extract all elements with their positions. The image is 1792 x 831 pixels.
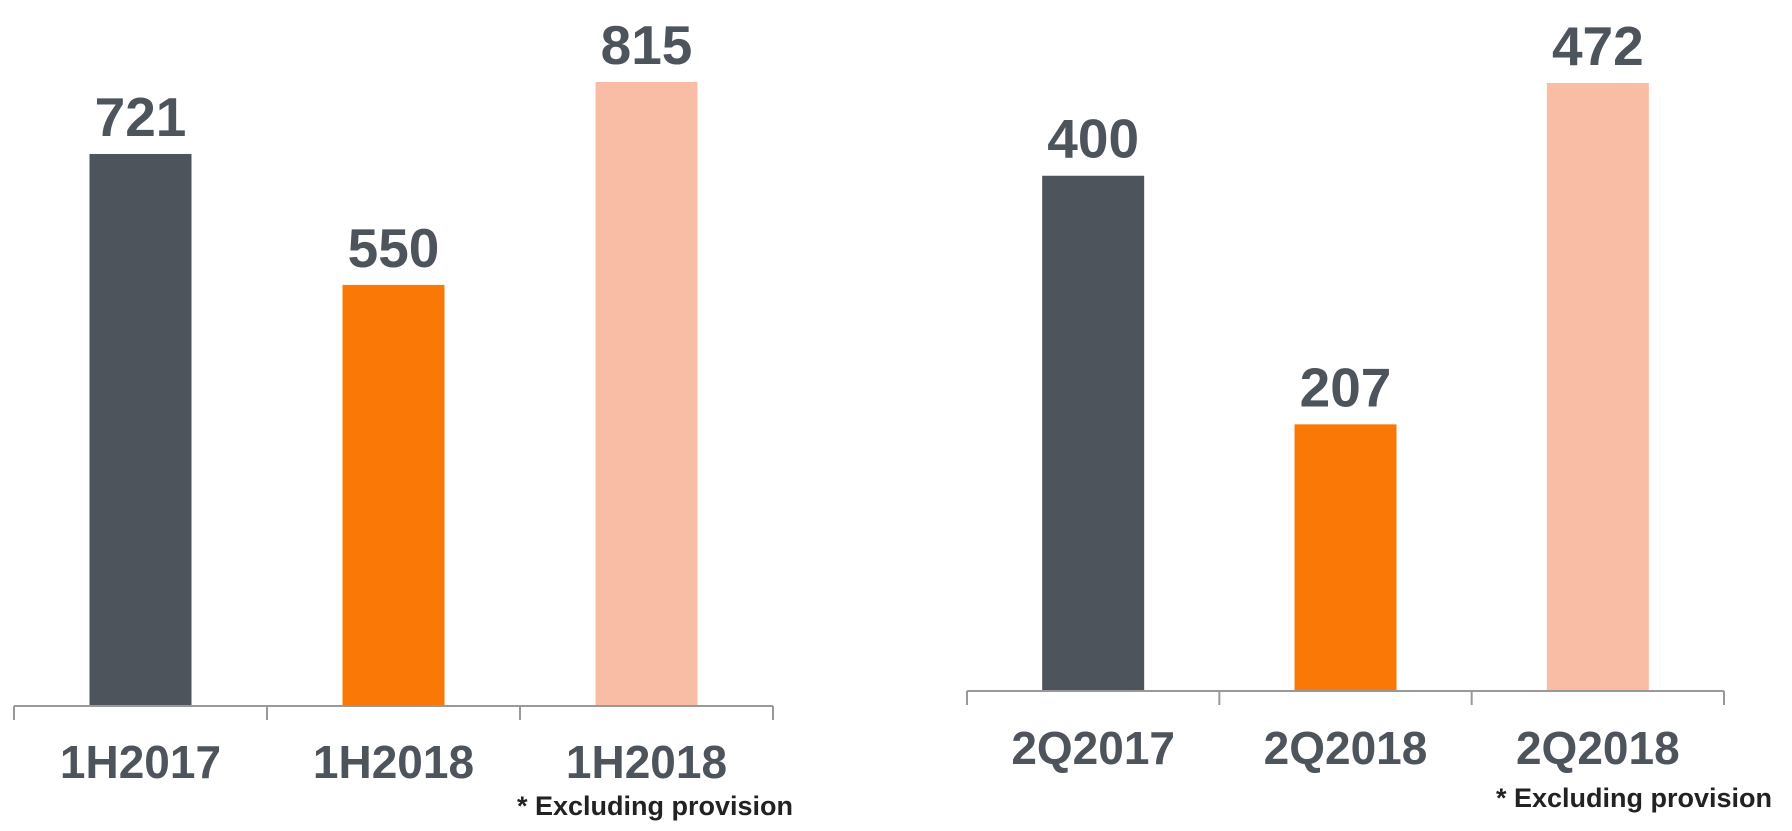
value-label: 400	[1047, 108, 1139, 170]
value-label: 207	[1300, 356, 1392, 418]
bar	[595, 82, 698, 706]
bar	[89, 153, 192, 706]
value-label: 550	[348, 217, 440, 279]
category-label: 2Q2018	[1516, 722, 1680, 774]
bar	[1042, 175, 1145, 692]
category-label: 2Q2018	[1264, 722, 1428, 774]
value-label: 721	[95, 86, 187, 148]
footnote: * Excluding provision	[517, 791, 793, 821]
category-label: 1H2018	[566, 736, 727, 788]
bar	[1294, 424, 1397, 691]
footnote: * Excluding provision	[1496, 783, 1772, 813]
category-label: 2Q2017	[1011, 722, 1175, 774]
value-label: 815	[601, 14, 693, 76]
bar	[1546, 83, 1649, 691]
category-label: 1H2017	[60, 736, 221, 788]
category-label: 1H2018	[313, 736, 474, 788]
value-label: 472	[1552, 15, 1644, 77]
bar	[342, 284, 445, 706]
